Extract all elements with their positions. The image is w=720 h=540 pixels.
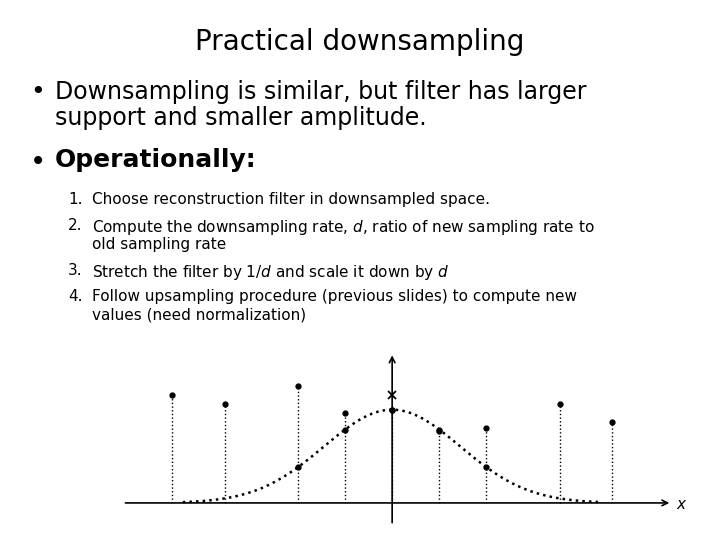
Text: 4.: 4. — [68, 289, 83, 304]
Text: •: • — [30, 148, 46, 176]
Text: •: • — [30, 80, 45, 104]
Text: Operationally:: Operationally: — [55, 148, 256, 172]
Text: 3.: 3. — [68, 263, 83, 278]
Text: Follow upsampling procedure (previous slides) to compute new: Follow upsampling procedure (previous sl… — [92, 289, 577, 304]
Text: 2.: 2. — [68, 218, 83, 233]
Text: 1.: 1. — [68, 192, 83, 207]
Text: Practical downsampling: Practical downsampling — [195, 28, 525, 56]
Text: Stretch the filter by 1/$d$ and scale it down by $d$: Stretch the filter by 1/$d$ and scale it… — [92, 263, 449, 282]
Text: values (need normalization): values (need normalization) — [92, 308, 306, 323]
Text: Downsampling is similar, but filter has larger: Downsampling is similar, but filter has … — [55, 80, 587, 104]
Text: old sampling rate: old sampling rate — [92, 237, 226, 252]
Text: Compute the downsampling rate, $d$, ratio of new sampling rate to: Compute the downsampling rate, $d$, rati… — [92, 218, 595, 237]
Text: support and smaller amplitude.: support and smaller amplitude. — [55, 106, 427, 130]
Text: Choose reconstruction filter in downsampled space.: Choose reconstruction filter in downsamp… — [92, 192, 490, 207]
Text: $x$: $x$ — [676, 497, 688, 512]
